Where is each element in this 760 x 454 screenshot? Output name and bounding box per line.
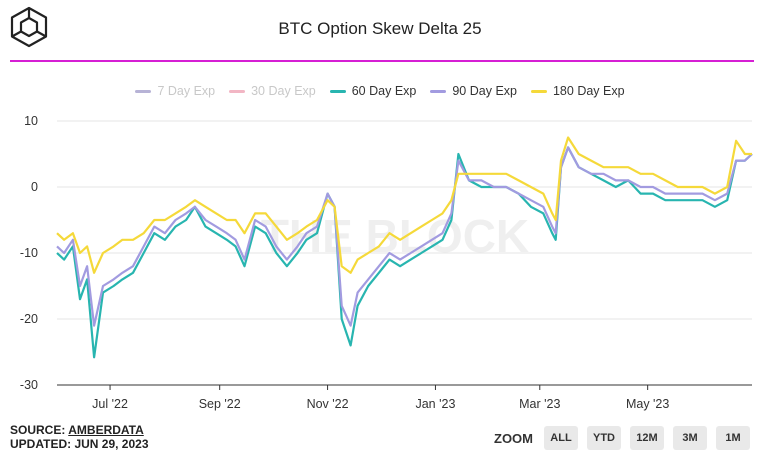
legend-item-180-day-exp[interactable]: 180 Day Exp xyxy=(530,84,625,98)
title-divider xyxy=(10,60,754,62)
zoom-all-button[interactable]: ALL xyxy=(544,426,578,450)
updated-date: UPDATED: JUN 29, 2023 xyxy=(10,437,149,451)
x-tick-label: Nov '22 xyxy=(307,397,349,411)
x-tick-label: Jul '22 xyxy=(92,397,128,411)
legend-swatch xyxy=(530,89,547,93)
legend-swatch xyxy=(329,89,346,93)
legend-label: 30 Day Exp xyxy=(251,84,316,98)
y-tick-label: 0 xyxy=(31,180,38,194)
y-tick-label: -10 xyxy=(20,246,38,260)
legend-label: 90 Day Exp xyxy=(452,84,517,98)
y-tick-label: -20 xyxy=(20,312,38,326)
legend-label: 180 Day Exp xyxy=(552,84,625,98)
zoom-controls: ZOOM ALL YTD 12M 3M 1M xyxy=(494,426,750,450)
x-tick-label: Mar '23 xyxy=(519,397,560,411)
legend-item-30-day-exp[interactable]: 30 Day Exp xyxy=(229,84,316,98)
chart-legend: 7 Day Exp 30 Day Exp 60 Day Exp 90 Day Exp 1… xyxy=(0,84,760,98)
legend-label: 60 Day Exp xyxy=(351,84,417,98)
the-block-logo-icon xyxy=(10,6,48,48)
zoom-3m-button[interactable]: 3M xyxy=(673,426,707,450)
legend-swatch xyxy=(229,89,246,93)
series-line-180-day-exp xyxy=(56,136,752,274)
chart-title: BTC Option Skew Delta 25 xyxy=(278,19,482,38)
series-line-60-day-exp xyxy=(56,146,753,359)
legend-swatch xyxy=(430,89,447,93)
zoom-label: ZOOM xyxy=(494,430,533,446)
source-link[interactable]: AMBERDATA xyxy=(68,423,144,437)
legend-label: 7 Day Exp xyxy=(157,84,216,98)
legend-item-90-day-exp[interactable]: 90 Day Exp xyxy=(430,84,517,98)
legend-item-60-day-exp[interactable]: 60 Day Exp xyxy=(329,84,417,98)
series-line-90-day-exp xyxy=(56,146,753,327)
source-note: SOURCE: AMBERDATA UPDATED: JUN 29, 2023 xyxy=(10,423,149,451)
zoom-ytd-button[interactable]: YTD xyxy=(587,426,621,450)
x-tick-label: Sep '22 xyxy=(199,397,241,411)
source-prefix: SOURCE: xyxy=(10,423,69,437)
x-tick-label: May '23 xyxy=(626,397,669,411)
zoom-12m-button[interactable]: 12M xyxy=(630,426,664,450)
legend-swatch xyxy=(135,89,152,93)
zoom-1m-button[interactable]: 1M xyxy=(716,426,750,450)
x-tick-label: Jan '23 xyxy=(415,397,455,411)
y-tick-label: 10 xyxy=(24,114,38,128)
legend-item-7-day-exp[interactable]: 7 Day Exp xyxy=(135,84,215,98)
y-tick-label: -30 xyxy=(20,378,38,392)
